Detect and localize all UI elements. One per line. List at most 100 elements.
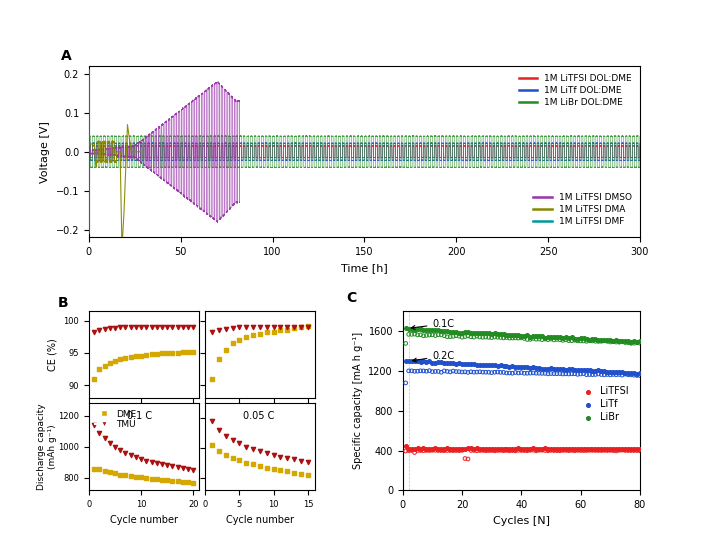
LiTFSI	[498, 445, 509, 453]
LiBr	[572, 335, 583, 344]
Point	[436, 368, 447, 377]
Point	[614, 446, 625, 455]
LiTf	[447, 359, 459, 368]
Point	[94, 429, 105, 437]
LiBr	[427, 326, 438, 334]
Point	[522, 369, 533, 377]
Point	[88, 374, 100, 383]
LiTFSI	[575, 444, 587, 453]
LiBr	[604, 336, 616, 345]
Point	[274, 326, 286, 335]
Point	[545, 369, 557, 378]
LiBr	[450, 328, 461, 337]
LiTf	[584, 366, 595, 375]
LiTf	[596, 367, 607, 376]
Point	[625, 370, 636, 379]
Point	[261, 323, 272, 332]
Point	[213, 447, 225, 456]
Point	[114, 323, 126, 332]
Point	[513, 334, 524, 343]
LiBr	[403, 325, 415, 334]
LiTf	[578, 365, 589, 374]
Point	[444, 332, 456, 341]
Point	[255, 447, 266, 456]
LiTFSI	[599, 444, 610, 453]
Point	[240, 332, 252, 341]
Point	[489, 368, 501, 377]
Point	[560, 370, 572, 379]
LiBr	[447, 328, 459, 337]
LiBr	[406, 325, 417, 333]
Point	[135, 473, 146, 482]
LiTFSI	[429, 444, 441, 453]
Point	[518, 446, 530, 455]
Point	[268, 464, 279, 473]
LiTFSI	[480, 445, 491, 453]
LiBr	[507, 331, 518, 339]
Point	[289, 468, 300, 477]
Point	[240, 458, 252, 467]
LiTf	[629, 369, 640, 377]
LiTFSI	[554, 445, 565, 453]
Point	[604, 370, 616, 379]
Point	[495, 333, 506, 342]
Point	[302, 323, 314, 332]
LiBr	[634, 337, 646, 345]
Y-axis label: Specific capacity [mA h g⁻¹]: Specific capacity [mA h g⁻¹]	[353, 332, 363, 469]
Point	[177, 477, 188, 486]
Point	[135, 323, 146, 332]
Point	[268, 451, 279, 460]
Point	[400, 379, 412, 387]
LiBr	[515, 331, 527, 340]
Point	[109, 469, 121, 478]
LiBr	[607, 337, 619, 345]
LiTf	[429, 358, 441, 367]
Point	[188, 347, 199, 356]
Point	[141, 350, 152, 359]
Point	[566, 446, 577, 455]
LiTf	[507, 362, 518, 371]
Point	[172, 323, 183, 332]
Point	[483, 333, 494, 342]
Point	[255, 462, 266, 471]
Point	[109, 323, 121, 332]
Point	[492, 368, 503, 376]
Point	[522, 335, 533, 344]
Point	[206, 374, 218, 383]
Point	[447, 446, 459, 455]
LiBr	[477, 329, 488, 338]
LiTFSI	[447, 444, 459, 453]
LiTFSI	[406, 444, 417, 453]
Point	[427, 446, 438, 455]
Point	[151, 475, 162, 484]
Point	[274, 452, 286, 461]
LiBr	[622, 337, 634, 345]
LiBr	[439, 327, 450, 336]
Point	[584, 446, 595, 455]
Point	[274, 466, 286, 474]
LiTFSI	[557, 445, 569, 453]
Point	[593, 337, 604, 346]
Point	[554, 446, 565, 455]
Point	[483, 446, 494, 455]
Point	[156, 476, 168, 484]
LiTf	[599, 367, 610, 376]
LiBr	[631, 337, 643, 346]
Point	[492, 333, 503, 342]
LiBr	[587, 335, 598, 344]
Point	[403, 366, 415, 375]
LiBr	[619, 337, 631, 346]
Point	[240, 442, 252, 451]
Point	[130, 453, 141, 462]
Point	[234, 336, 245, 344]
LiTf	[557, 365, 569, 374]
LiTf	[471, 360, 483, 369]
X-axis label: Time [h]: Time [h]	[341, 263, 387, 273]
LiTFSI	[614, 445, 625, 453]
Point	[289, 455, 300, 464]
Point	[625, 446, 636, 455]
Point	[477, 368, 488, 376]
Point	[429, 331, 441, 340]
Point	[480, 333, 491, 342]
LiTf	[619, 368, 631, 377]
